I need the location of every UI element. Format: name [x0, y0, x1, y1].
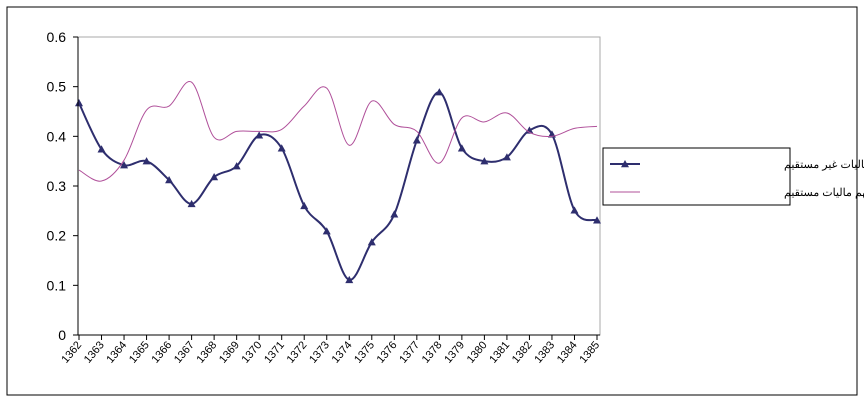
data-point [255, 131, 264, 139]
y-tick-label: 0.3 [47, 178, 67, 194]
series-line [78, 91, 598, 281]
x-tick-label: 1370 [240, 339, 265, 365]
data-point [75, 99, 83, 107]
y-tick-label: 0.6 [47, 29, 67, 45]
plot-area [77, 36, 601, 336]
x-tick-label: 1369 [217, 339, 242, 365]
y-tick-label: 0.5 [47, 79, 67, 95]
legend-label: سهم ماليات غير مستقيم [784, 159, 864, 171]
data-point [502, 153, 511, 161]
x-tick-label: 1376 [375, 339, 400, 365]
legend-label: سهم ماليات مستقيم [784, 187, 864, 199]
data-point [97, 145, 106, 153]
legend-box [602, 147, 791, 206]
y-tick-label: 0.1 [47, 277, 67, 293]
series-line [78, 81, 598, 182]
x-tick-label: 1378 [420, 339, 445, 365]
data-point [435, 88, 444, 96]
x-tick-label: 1366 [149, 339, 174, 365]
x-tick-label: 1372 [285, 339, 310, 365]
legend-marker [621, 160, 629, 168]
y-tick-label: 0.2 [47, 228, 67, 244]
x-tick-label: 1382 [510, 339, 535, 365]
data-point [570, 206, 579, 214]
data-point [412, 136, 421, 144]
x-tick-label: 1371 [262, 339, 287, 365]
x-tick-label: 1375 [352, 339, 377, 365]
x-tick-label: 1364 [104, 339, 129, 365]
x-tick-label: 1362 [59, 339, 84, 365]
x-tick-label: 1377 [397, 339, 422, 365]
data-point [367, 238, 376, 246]
data-point [390, 210, 399, 218]
data-point [300, 201, 309, 210]
x-tick-label: 1365 [127, 339, 152, 365]
data-point [210, 173, 219, 181]
x-tick-label: 1383 [532, 339, 557, 365]
data-point [457, 144, 466, 152]
x-tick-label: 1363 [82, 339, 107, 365]
x-tick-label: 1379 [442, 339, 467, 365]
x-tick-label: 1381 [487, 339, 512, 365]
x-tick-label: 1380 [465, 339, 490, 365]
data-point [593, 216, 601, 224]
x-tick-label: 1367 [172, 339, 197, 365]
data-point [120, 161, 129, 169]
plot [75, 81, 601, 284]
data-point [525, 126, 534, 134]
data-point [232, 162, 241, 170]
data-point [480, 157, 489, 165]
y-tick-label: 0 [58, 327, 66, 343]
data-point [142, 157, 151, 165]
x-tick-label: 1373 [307, 339, 332, 365]
data-point [322, 227, 331, 235]
data-point [345, 275, 354, 284]
data-point [187, 199, 196, 208]
chart-frame [6, 6, 858, 396]
y-tick-label: 0.4 [47, 128, 67, 144]
x-tick-label: 1368 [194, 339, 219, 365]
x-tick-label: 1384 [555, 339, 580, 365]
x-tick-label: 1374 [330, 339, 355, 365]
data-point [277, 144, 286, 152]
data-point [165, 176, 174, 184]
x-tick-label: 1385 [577, 339, 602, 365]
